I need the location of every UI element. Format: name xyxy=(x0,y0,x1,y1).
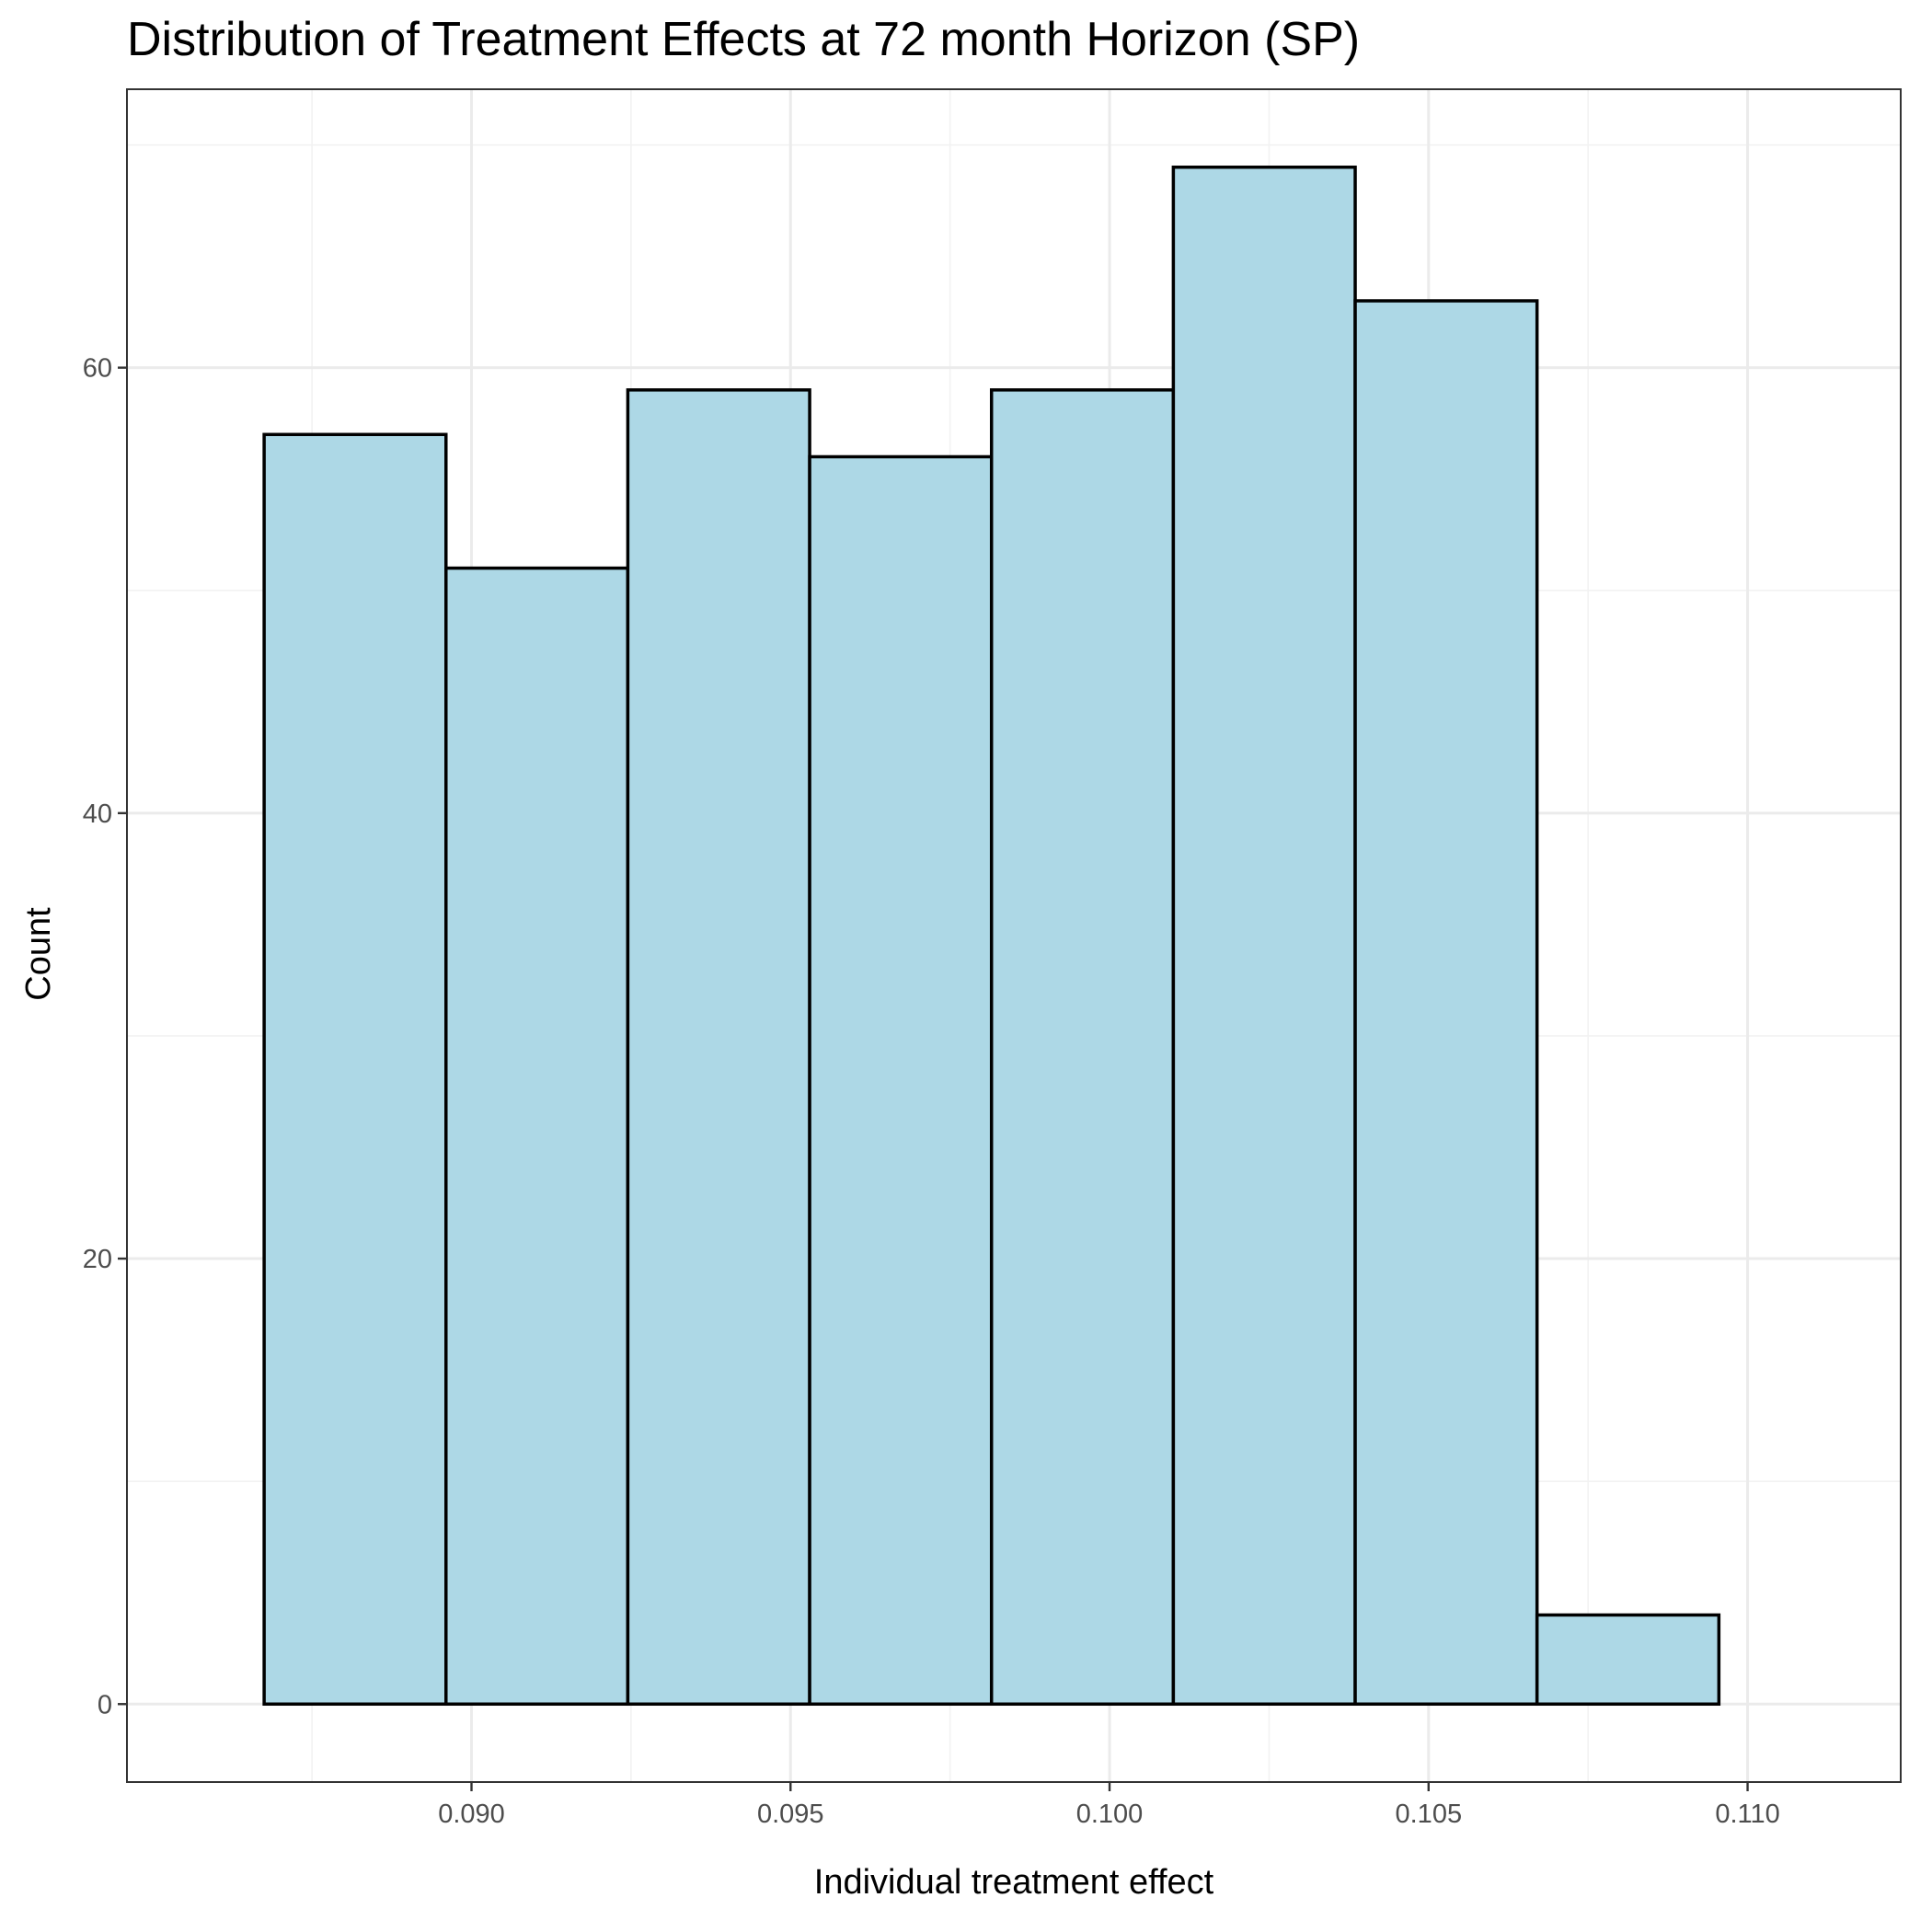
y-tick-label: 20 xyxy=(83,1245,112,1274)
y-axis-ticks: 0 20 40 60 xyxy=(83,354,127,1719)
chart-title: Distribution of Treatment Effects at 72 … xyxy=(127,13,1360,66)
x-axis-ticks: 0.090 0.095 0.100 0.105 0.110 xyxy=(438,1782,1780,1829)
y-tick-label: 40 xyxy=(83,799,112,829)
histogram-bar xyxy=(1535,1613,1721,1707)
y-tick-label: 0 xyxy=(98,1690,112,1719)
panel-border xyxy=(126,88,1902,1783)
histogram-bars xyxy=(262,165,1721,1707)
histogram-bar xyxy=(626,388,811,1707)
x-axis-title: Individual treatment effect xyxy=(814,1863,1214,1902)
histogram-bar xyxy=(989,388,1176,1707)
histogram-bar xyxy=(1171,165,1357,1707)
x-tick-label: 0.105 xyxy=(1396,1800,1463,1829)
x-tick-label: 0.095 xyxy=(757,1800,824,1829)
x-tick-label: 0.100 xyxy=(1076,1800,1144,1829)
histogram-bar xyxy=(262,432,448,1707)
histogram-bar xyxy=(1353,299,1539,1707)
histogram-bar xyxy=(444,566,630,1707)
histogram-bar xyxy=(808,454,994,1707)
x-tick-label: 0.110 xyxy=(1715,1800,1779,1829)
y-axis-title: Count xyxy=(19,907,58,1001)
x-tick-label: 0.090 xyxy=(438,1800,505,1829)
y-tick-label: 60 xyxy=(83,354,112,384)
